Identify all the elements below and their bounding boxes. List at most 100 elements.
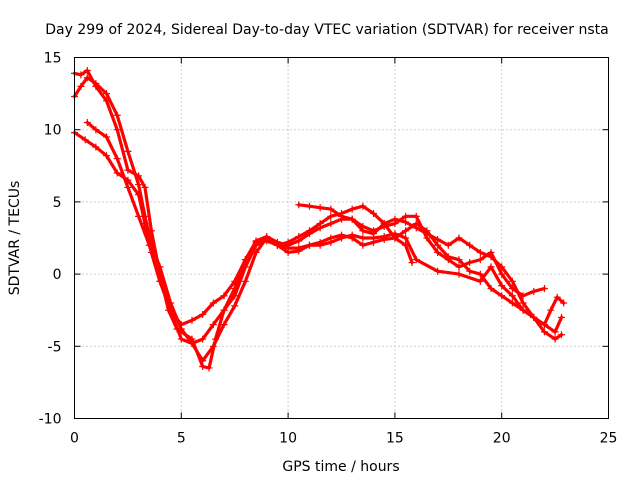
data-point-marker — [135, 191, 143, 199]
data-point-marker — [476, 256, 484, 264]
data-point-marker — [540, 321, 548, 329]
track-5-line — [297, 203, 566, 327]
data-point-marker — [423, 230, 431, 238]
data-point-marker — [370, 238, 378, 246]
x-tick-label: 25 — [600, 431, 618, 447]
data-point-marker — [77, 71, 85, 79]
y-tick-label: 0 — [53, 267, 62, 283]
data-point-marker — [402, 218, 410, 226]
data-point-marker — [434, 248, 442, 256]
data-point-marker — [487, 253, 495, 261]
data-point-marker — [209, 321, 217, 329]
track-1-line — [72, 68, 564, 370]
data-point-marker — [391, 215, 399, 223]
data-point-marker — [359, 227, 367, 235]
data-point-marker — [177, 321, 185, 329]
data-point-marker — [284, 248, 292, 256]
data-point-marker — [547, 306, 555, 314]
data-point-marker — [167, 306, 175, 314]
data-point-marker — [83, 118, 91, 126]
track-2-line — [72, 76, 564, 363]
data-point-marker — [141, 183, 149, 191]
y-tick-label: 10 — [44, 123, 62, 139]
data-point-marker — [252, 238, 260, 246]
data-point-marker — [327, 220, 335, 228]
data-point-marker — [444, 256, 452, 264]
x-tick-label: 5 — [177, 431, 186, 447]
data-point-marker — [135, 212, 143, 220]
data-point-marker — [402, 241, 410, 249]
data-point-marker — [199, 335, 207, 343]
data-point-marker — [466, 259, 474, 267]
data-point-marker — [81, 136, 89, 144]
series-track-5 — [295, 201, 568, 329]
data-point-marker — [205, 364, 213, 372]
data-point-marker — [508, 299, 516, 307]
data-point-marker — [487, 263, 495, 271]
series-track-3 — [71, 129, 548, 347]
data-point-marker — [444, 241, 452, 249]
x-tick-label: 0 — [70, 431, 79, 447]
data-point-marker — [402, 227, 410, 235]
data-point-marker — [177, 335, 185, 343]
data-point-marker — [284, 238, 292, 246]
data-point-marker — [316, 204, 324, 212]
data-point-marker — [348, 234, 356, 242]
data-point-marker — [455, 270, 463, 278]
data-point-marker — [113, 155, 121, 163]
data-point-marker — [466, 267, 474, 275]
data-point-marker — [455, 234, 463, 242]
data-point-marker — [327, 212, 335, 220]
data-point-marker — [391, 234, 399, 242]
data-point-marker — [359, 234, 367, 242]
data-point-marker — [540, 285, 548, 293]
y-tick-label: 5 — [53, 195, 62, 211]
data-point-marker — [380, 220, 388, 228]
data-point-marker — [145, 241, 153, 249]
data-point-marker — [498, 282, 506, 290]
data-point-marker — [295, 201, 303, 209]
data-point-marker — [209, 299, 217, 307]
data-point-marker — [519, 306, 527, 314]
data-point-marker — [263, 237, 271, 245]
data-point-marker — [498, 263, 506, 271]
data-point-marker — [558, 313, 566, 321]
data-point-marker — [135, 181, 143, 189]
y-tick-label: -5 — [48, 339, 62, 355]
x-tick-label: 10 — [279, 431, 297, 447]
data-point-marker — [551, 335, 559, 343]
data-point-marker — [560, 299, 568, 307]
data-point-marker — [412, 212, 420, 220]
data-point-marker — [402, 234, 410, 242]
data-point-marker — [220, 321, 228, 329]
data-point-marker — [327, 205, 335, 213]
data-series — [71, 66, 568, 372]
y-tick-label: -10 — [39, 412, 62, 428]
data-point-marker — [466, 241, 474, 249]
plot-frame — [74, 57, 609, 419]
data-point-marker — [305, 227, 313, 235]
data-point-marker — [412, 256, 420, 264]
data-point-marker — [551, 328, 559, 336]
data-point-marker — [498, 270, 506, 278]
data-point-marker — [199, 311, 207, 319]
data-point-marker — [231, 277, 239, 285]
data-point-marker — [124, 183, 132, 191]
data-point-marker — [434, 267, 442, 275]
data-point-marker — [434, 235, 442, 243]
data-point-marker — [530, 313, 538, 321]
data-point-marker — [476, 277, 484, 285]
data-point-marker — [316, 238, 324, 246]
x-tick-label: 15 — [386, 431, 404, 447]
data-point-marker — [359, 241, 367, 249]
data-point-marker — [348, 205, 356, 213]
data-point-marker — [241, 256, 249, 264]
data-point-marker — [540, 328, 548, 336]
x-tick-label: 20 — [493, 431, 511, 447]
data-point-marker — [124, 166, 132, 174]
data-point-marker — [370, 230, 378, 238]
data-point-marker — [508, 292, 516, 300]
data-point-marker — [380, 235, 388, 243]
data-point-marker — [305, 202, 313, 210]
